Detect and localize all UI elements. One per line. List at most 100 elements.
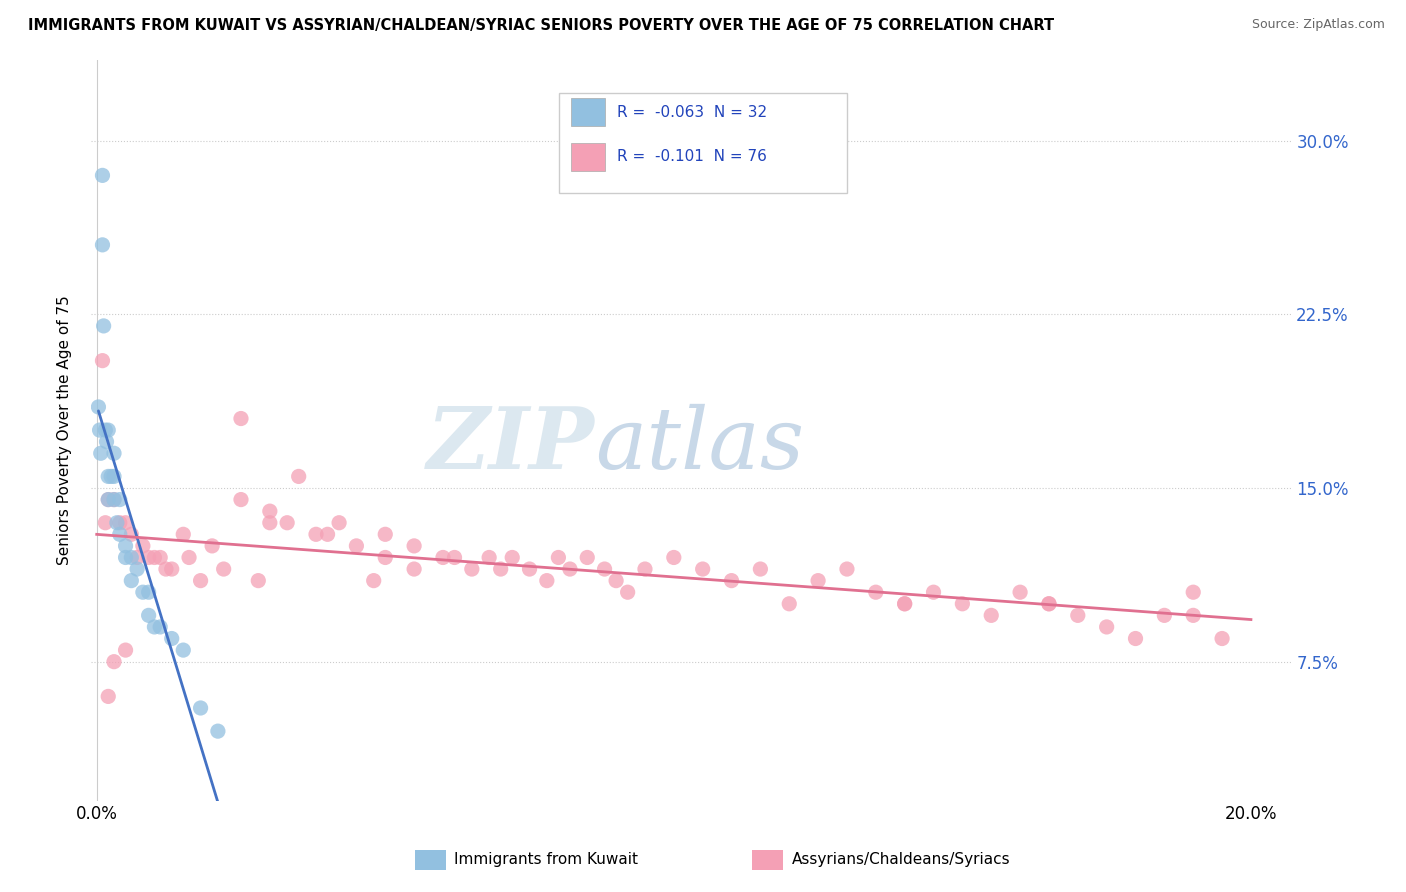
Point — [259, 516, 281, 530]
Point — [1182, 608, 1205, 623]
FancyBboxPatch shape — [571, 98, 605, 127]
Point — [576, 550, 599, 565]
FancyBboxPatch shape — [571, 143, 605, 170]
Point — [105, 516, 128, 530]
Point — [247, 574, 270, 588]
Point — [207, 724, 229, 739]
Point — [662, 550, 685, 565]
Point — [749, 562, 772, 576]
Point — [865, 585, 887, 599]
Text: Source: ZipAtlas.com: Source: ZipAtlas.com — [1251, 18, 1385, 31]
Point — [149, 550, 172, 565]
Point — [108, 516, 131, 530]
Point — [90, 446, 112, 460]
Point — [120, 527, 142, 541]
Point — [97, 492, 120, 507]
Point — [103, 469, 125, 483]
Point — [103, 655, 125, 669]
Point — [1095, 620, 1118, 634]
Point — [190, 701, 212, 715]
Text: Immigrants from Kuwait: Immigrants from Kuwait — [454, 853, 638, 867]
Point — [374, 527, 396, 541]
Point — [605, 574, 627, 588]
Point — [201, 539, 224, 553]
Point — [558, 562, 581, 576]
Text: R =  -0.101  N = 76: R = -0.101 N = 76 — [617, 149, 766, 164]
Point — [97, 423, 120, 437]
Point — [1038, 597, 1060, 611]
Point — [87, 400, 110, 414]
Point — [229, 492, 252, 507]
Point — [443, 550, 465, 565]
Point — [91, 238, 114, 252]
Point — [259, 504, 281, 518]
Point — [127, 550, 149, 565]
Point — [93, 318, 115, 333]
Point — [138, 585, 160, 599]
Point — [100, 469, 122, 483]
Point — [501, 550, 523, 565]
FancyBboxPatch shape — [560, 93, 848, 193]
Text: Assyrians/Chaldeans/Syriacs: Assyrians/Chaldeans/Syriacs — [792, 853, 1010, 867]
Point — [893, 597, 915, 611]
Point — [172, 527, 194, 541]
Point — [305, 527, 328, 541]
Point — [108, 492, 131, 507]
Point — [1067, 608, 1090, 623]
Point — [149, 620, 172, 634]
Point — [287, 469, 309, 483]
Point — [519, 562, 541, 576]
Point — [127, 562, 149, 576]
Point — [1153, 608, 1175, 623]
Point — [91, 169, 114, 183]
Point — [103, 492, 125, 507]
Point — [120, 550, 142, 565]
Point — [190, 574, 212, 588]
Point — [778, 597, 800, 611]
Point — [120, 574, 142, 588]
Point — [980, 608, 1002, 623]
Point — [276, 516, 298, 530]
Text: R =  -0.063  N = 32: R = -0.063 N = 32 — [617, 104, 766, 120]
Point — [950, 597, 973, 611]
Point — [132, 539, 155, 553]
Point — [138, 608, 160, 623]
Point — [1038, 597, 1060, 611]
Point — [634, 562, 657, 576]
Y-axis label: Seniors Poverty Over the Age of 75: Seniors Poverty Over the Age of 75 — [58, 295, 72, 565]
Point — [94, 516, 117, 530]
Point — [616, 585, 638, 599]
Point — [536, 574, 558, 588]
Point — [94, 423, 117, 437]
Point — [114, 643, 136, 657]
Point — [374, 550, 396, 565]
Point — [97, 469, 120, 483]
Point — [114, 539, 136, 553]
Point — [97, 492, 120, 507]
Point — [132, 585, 155, 599]
Point — [328, 516, 350, 530]
Point — [103, 492, 125, 507]
Point — [461, 562, 484, 576]
Point — [97, 690, 120, 704]
Point — [593, 562, 616, 576]
Point — [692, 562, 714, 576]
Point — [489, 562, 512, 576]
Point — [114, 516, 136, 530]
Point — [96, 434, 118, 449]
Point — [177, 550, 200, 565]
Point — [155, 562, 177, 576]
Point — [160, 562, 183, 576]
Point — [316, 527, 339, 541]
Point — [1182, 585, 1205, 599]
Point — [143, 620, 166, 634]
Point — [1125, 632, 1147, 646]
Text: IMMIGRANTS FROM KUWAIT VS ASSYRIAN/CHALDEAN/SYRIAC SENIORS POVERTY OVER THE AGE : IMMIGRANTS FROM KUWAIT VS ASSYRIAN/CHALD… — [28, 18, 1054, 33]
Point — [143, 550, 166, 565]
Point — [363, 574, 385, 588]
Point — [922, 585, 945, 599]
Point — [172, 643, 194, 657]
Point — [91, 353, 114, 368]
Point — [720, 574, 742, 588]
Point — [835, 562, 858, 576]
